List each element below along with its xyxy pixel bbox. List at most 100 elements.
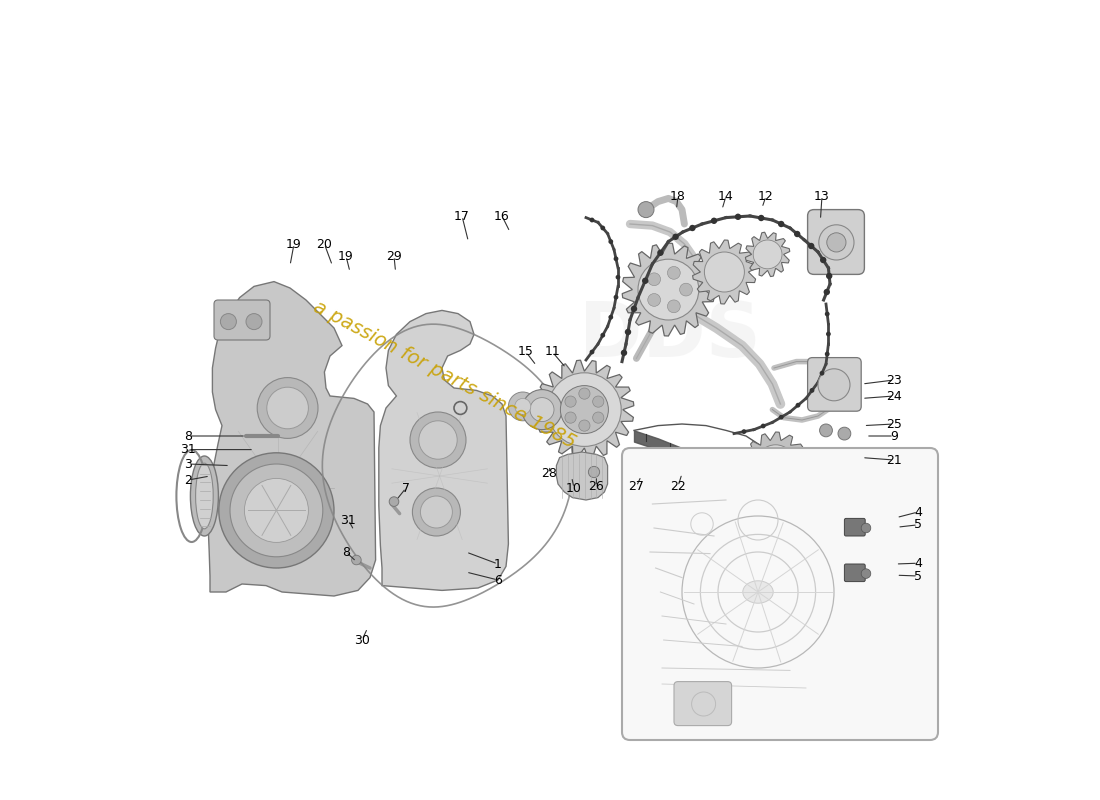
Text: 13: 13 [814, 190, 829, 202]
Circle shape [230, 464, 322, 557]
Circle shape [778, 221, 784, 227]
Circle shape [824, 289, 830, 295]
Text: 11: 11 [544, 346, 560, 358]
Circle shape [690, 225, 695, 231]
Circle shape [820, 424, 833, 437]
PathPatch shape [535, 360, 634, 459]
Text: 5: 5 [914, 518, 922, 531]
Ellipse shape [196, 463, 213, 529]
Circle shape [818, 225, 854, 260]
PathPatch shape [693, 240, 756, 304]
FancyBboxPatch shape [845, 518, 866, 536]
Text: 6: 6 [494, 574, 502, 586]
Circle shape [758, 214, 764, 222]
Circle shape [593, 396, 604, 407]
Circle shape [861, 523, 871, 533]
Circle shape [648, 273, 661, 286]
Circle shape [579, 420, 590, 431]
Circle shape [826, 331, 830, 336]
Circle shape [638, 202, 654, 218]
Polygon shape [557, 452, 607, 500]
Text: DDS: DDS [579, 299, 761, 373]
Circle shape [614, 256, 618, 261]
Text: 18: 18 [670, 190, 686, 202]
Circle shape [608, 239, 613, 244]
Circle shape [565, 396, 576, 407]
Circle shape [825, 312, 829, 317]
Circle shape [657, 250, 663, 256]
Circle shape [257, 378, 318, 438]
Circle shape [754, 240, 782, 269]
Polygon shape [378, 310, 508, 590]
FancyBboxPatch shape [674, 682, 732, 726]
Ellipse shape [742, 581, 773, 603]
PathPatch shape [623, 243, 715, 336]
Text: 7: 7 [402, 482, 410, 494]
Circle shape [614, 294, 618, 299]
Circle shape [668, 266, 680, 279]
Circle shape [795, 402, 801, 407]
PathPatch shape [649, 454, 697, 502]
Circle shape [838, 427, 850, 440]
Circle shape [818, 369, 850, 401]
Circle shape [810, 388, 814, 393]
Text: 26: 26 [588, 480, 604, 493]
Circle shape [794, 230, 801, 238]
Circle shape [704, 252, 745, 292]
Circle shape [820, 257, 826, 263]
Circle shape [560, 386, 608, 434]
FancyBboxPatch shape [807, 358, 861, 411]
Circle shape [590, 350, 594, 354]
FancyBboxPatch shape [214, 300, 270, 340]
Circle shape [352, 555, 361, 565]
Circle shape [779, 414, 783, 419]
Circle shape [642, 278, 648, 284]
Circle shape [246, 314, 262, 330]
Circle shape [668, 300, 680, 313]
Text: 25: 25 [887, 418, 902, 430]
Circle shape [593, 412, 604, 423]
Circle shape [410, 412, 466, 468]
Text: 1: 1 [494, 558, 502, 570]
Circle shape [608, 315, 613, 319]
Text: 19: 19 [286, 238, 301, 250]
Circle shape [808, 242, 814, 250]
Text: 2: 2 [185, 474, 192, 486]
FancyBboxPatch shape [807, 210, 865, 274]
Circle shape [757, 445, 795, 483]
Circle shape [601, 333, 605, 338]
Text: 12: 12 [758, 190, 774, 202]
Text: 14: 14 [718, 190, 734, 202]
Text: 19: 19 [338, 250, 354, 262]
Circle shape [530, 398, 554, 422]
Circle shape [590, 218, 594, 222]
Circle shape [515, 398, 531, 414]
Circle shape [419, 421, 458, 459]
Circle shape [522, 390, 562, 430]
Text: 21: 21 [887, 454, 902, 466]
Text: 5: 5 [914, 570, 922, 582]
Circle shape [588, 466, 600, 478]
Circle shape [620, 350, 627, 356]
Text: 30: 30 [354, 634, 370, 646]
Circle shape [820, 370, 824, 375]
Text: 22: 22 [670, 480, 686, 493]
Circle shape [548, 373, 621, 446]
Circle shape [826, 273, 833, 279]
PathPatch shape [744, 432, 807, 496]
Text: 29: 29 [386, 250, 402, 262]
Circle shape [628, 468, 639, 479]
Circle shape [601, 226, 605, 230]
Circle shape [741, 429, 747, 434]
Circle shape [861, 569, 871, 578]
Circle shape [616, 275, 620, 280]
Circle shape [220, 314, 236, 330]
PathPatch shape [746, 232, 790, 277]
Circle shape [508, 392, 537, 421]
Circle shape [638, 259, 698, 320]
FancyBboxPatch shape [845, 564, 866, 582]
Circle shape [825, 352, 829, 357]
Text: 27: 27 [628, 480, 645, 493]
Circle shape [827, 233, 846, 252]
Circle shape [565, 412, 576, 423]
